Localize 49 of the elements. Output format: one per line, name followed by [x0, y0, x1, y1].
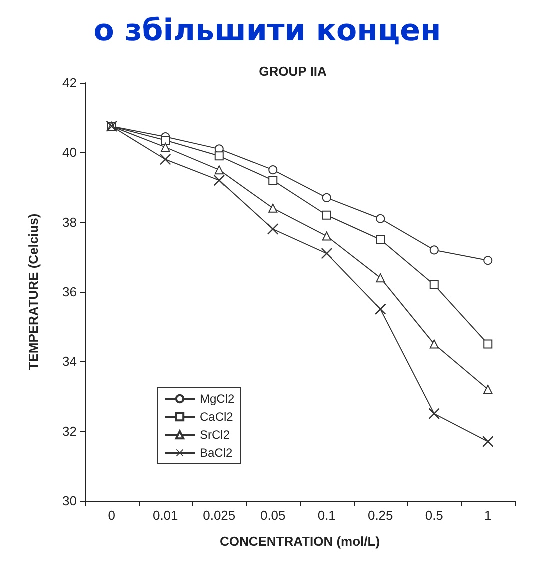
y-tick-label: 36	[62, 284, 77, 300]
y-tick-label: 38	[62, 214, 77, 230]
point	[376, 274, 386, 283]
x-tick-label: 0.1	[318, 508, 336, 523]
y-tick-label: 40	[62, 145, 77, 160]
point	[268, 204, 278, 213]
y-tick-label: 32	[62, 424, 77, 439]
x-tick-label: 0	[108, 508, 116, 523]
point	[322, 232, 332, 241]
point	[214, 152, 224, 161]
y-axis-title: TEMPERATURE (Celcius)	[26, 214, 41, 370]
text: о збільшити концен	[94, 14, 442, 48]
point	[484, 340, 493, 349]
legend-label: SrCl2	[200, 428, 230, 442]
point	[214, 175, 225, 186]
x-tick-label: 0.01	[152, 508, 178, 523]
legend-label: MgCl2	[200, 392, 235, 406]
legend-label: CaCl2	[200, 410, 234, 424]
point	[268, 166, 278, 175]
x-tick-label: 0.5	[425, 508, 444, 523]
point	[484, 256, 493, 266]
point	[482, 436, 494, 448]
point	[430, 246, 439, 255]
y-tick-label: 42	[62, 76, 77, 90]
point	[376, 214, 386, 224]
point	[484, 385, 493, 394]
x-tick-label: 0.25	[368, 508, 394, 523]
point	[428, 408, 440, 420]
point	[160, 154, 172, 166]
point	[430, 340, 439, 349]
point	[430, 280, 439, 290]
point	[161, 142, 170, 152]
x-tick-label: 0.025	[203, 508, 236, 523]
point	[321, 248, 332, 260]
point	[214, 166, 224, 175]
chart-title: GROUP IIA	[259, 64, 328, 79]
point	[268, 224, 279, 235]
x-axis-title: CONCENTRATION (mol/L)	[220, 534, 380, 549]
y-tick-label: 34	[62, 354, 77, 370]
legend-label: BaCl2	[200, 446, 234, 460]
point	[161, 136, 170, 145]
point	[268, 176, 278, 186]
point	[376, 235, 386, 244]
x-tick-label: 1	[484, 508, 492, 523]
x-tick-label: 0.05	[260, 508, 286, 523]
point	[322, 210, 332, 220]
point	[375, 304, 386, 315]
y-tick-label: 30	[62, 494, 77, 508]
point	[322, 193, 332, 202]
